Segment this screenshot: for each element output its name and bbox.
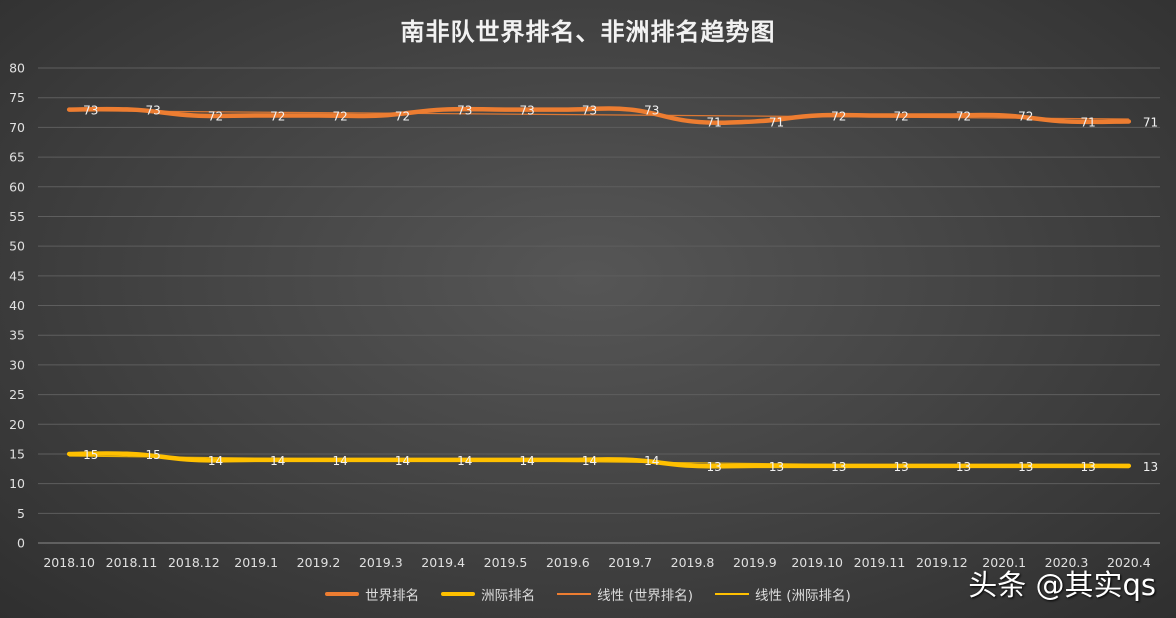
data-label: 73 <box>83 104 98 118</box>
y-tick-label: 45 <box>9 268 25 283</box>
data-label: 13 <box>894 460 909 474</box>
data-label: 14 <box>582 454 597 468</box>
data-label: 72 <box>395 110 410 124</box>
series-line-1 <box>66 451 1132 469</box>
data-label: 15 <box>83 448 98 462</box>
watermark-logo: 头条 @其实qs <box>968 568 1156 602</box>
data-label: 71 <box>1081 115 1096 129</box>
data-label: 14 <box>333 454 348 468</box>
y-tick-label: 15 <box>9 446 25 461</box>
x-tick-label: 2019.3 <box>359 555 403 570</box>
y-tick-label: 60 <box>9 179 25 194</box>
y-tick-label: 25 <box>9 387 25 402</box>
data-label: 72 <box>208 110 223 124</box>
x-tick-label: 2019.6 <box>546 555 590 570</box>
data-label: 72 <box>956 110 971 124</box>
data-label: 73 <box>146 104 161 118</box>
y-tick-label: 20 <box>9 417 25 432</box>
legend-item-trend-continental[interactable]: 线性 (洲际排名) <box>715 584 851 604</box>
data-label: 73 <box>520 104 535 118</box>
legend-swatch-trend-continental <box>715 593 749 595</box>
y-tick-label: 40 <box>9 298 25 313</box>
legend-label-world-rank: 世界排名 <box>365 588 420 604</box>
data-label: 72 <box>1018 110 1033 124</box>
data-label: 73 <box>644 104 659 118</box>
legend-swatch-continental-rank <box>441 592 476 596</box>
y-tick-label: 65 <box>9 150 25 165</box>
x-tick-label: 2019.12 <box>916 555 968 570</box>
legend-swatch-trend-world <box>557 593 592 595</box>
legend-item-world-rank[interactable]: 世界排名 <box>325 584 419 604</box>
data-label: 72 <box>831 110 846 124</box>
legend-item-continental-rank[interactable]: 洲际排名 <box>441 584 535 604</box>
data-label: 14 <box>520 454 535 468</box>
data-label: 13 <box>1018 460 1033 474</box>
data-label: 14 <box>208 454 223 468</box>
data-label: 13 <box>831 460 846 474</box>
data-label: 13 <box>769 460 784 474</box>
chart-title: 南非队世界排名、非洲排名趋势图 <box>400 18 776 46</box>
data-label: 13 <box>1143 460 1158 474</box>
data-label: 72 <box>894 110 909 124</box>
y-tick-label: 30 <box>9 357 25 372</box>
legend-swatch-world-rank <box>325 592 360 596</box>
y-tick-label: 80 <box>9 61 25 76</box>
chart-legend: 世界排名 洲际排名 线性 (世界排名) 线性 (洲际排名) <box>0 584 1176 604</box>
data-label: 14 <box>395 454 410 468</box>
data-label: 71 <box>769 115 784 129</box>
x-tick-label: 2019.1 <box>234 555 278 570</box>
x-tick-label: 2019.7 <box>608 555 652 570</box>
data-label: 13 <box>956 460 971 474</box>
x-tick-label: 2019.9 <box>733 555 777 570</box>
y-tick-label: 0 <box>17 536 25 551</box>
data-label: 73 <box>582 104 597 118</box>
data-label: 71 <box>707 115 722 129</box>
x-tick-label: 2019.2 <box>297 555 341 570</box>
series-line-0 <box>66 106 1132 126</box>
data-label: 14 <box>270 454 285 468</box>
y-tick-label: 55 <box>9 209 25 224</box>
y-tick-label: 5 <box>17 506 25 521</box>
x-tick-label: 2019.10 <box>791 555 843 570</box>
data-label: 71 <box>1143 115 1158 129</box>
x-tick-label: 2019.8 <box>671 555 715 570</box>
x-tick-label: 2019.5 <box>484 555 528 570</box>
x-tick-label: 2018.12 <box>168 555 220 570</box>
data-label: 15 <box>146 448 161 462</box>
data-label: 72 <box>333 110 348 124</box>
x-tick-label: 2018.11 <box>106 555 158 570</box>
data-label: 72 <box>270 110 285 124</box>
x-tick-label: 2020.1 <box>982 555 1026 570</box>
y-tick-label: 10 <box>9 476 25 491</box>
data-label: 13 <box>707 460 722 474</box>
x-tick-label: 2018.10 <box>43 555 95 570</box>
y-tick-label: 50 <box>9 239 25 254</box>
x-tick-label: 2020.4 <box>1107 555 1151 570</box>
x-tick-label: 2019.4 <box>421 555 465 570</box>
y-tick-label: 70 <box>9 120 25 135</box>
legend-label-continental-rank: 洲际排名 <box>481 588 536 604</box>
y-tick-label: 75 <box>9 90 25 105</box>
data-label: 13 <box>1081 460 1096 474</box>
x-tick-label: 2020.3 <box>1045 555 1089 570</box>
legend-label-trend-world: 线性 (世界排名) <box>597 588 693 604</box>
legend-label-trend-continental: 线性 (洲际排名) <box>755 588 851 604</box>
legend-item-trend-world[interactable]: 线性 (世界排名) <box>557 584 693 604</box>
x-tick-label: 2019.11 <box>854 555 906 570</box>
y-tick-label: 35 <box>9 328 25 343</box>
data-label: 14 <box>644 454 659 468</box>
data-label: 14 <box>457 454 472 468</box>
data-label: 73 <box>457 104 472 118</box>
